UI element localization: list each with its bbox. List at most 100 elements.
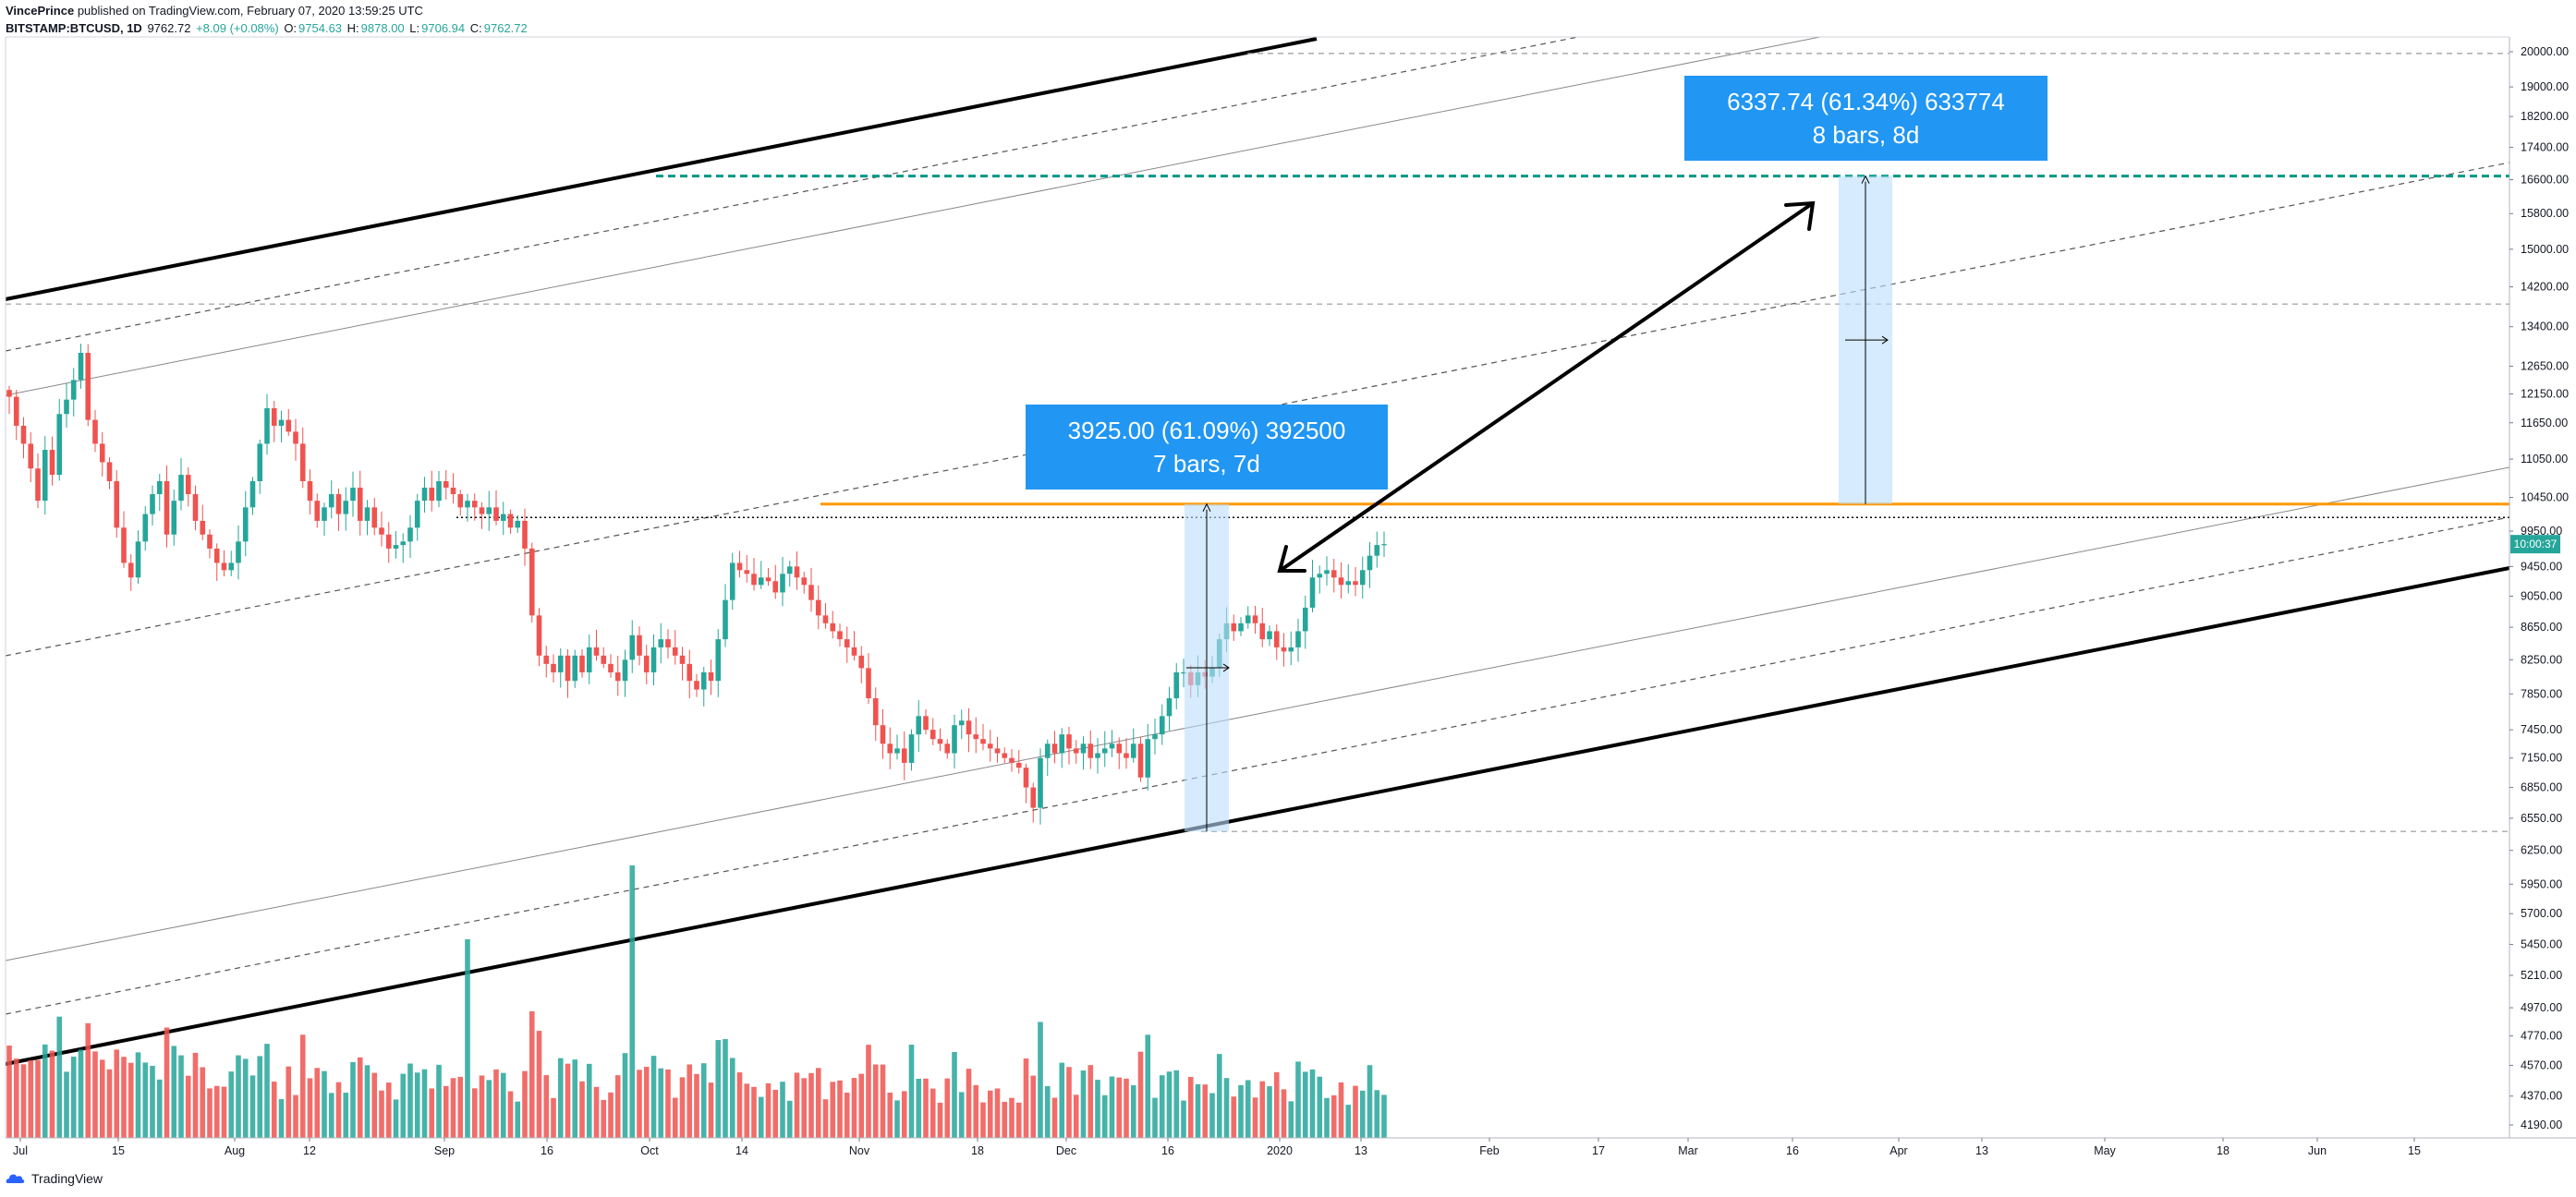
candle-body <box>694 681 699 690</box>
upper-inner-dashed-line <box>5 36 1579 352</box>
x-tick-label: Apr <box>1889 1144 1907 1157</box>
x-tick-label: 12 <box>303 1144 316 1157</box>
volume-bar <box>1281 1089 1287 1138</box>
volume-bar <box>744 1083 750 1138</box>
candle-body <box>614 671 621 682</box>
y-tick-label: 16600.00 <box>2521 174 2569 187</box>
volume-bar <box>952 1052 957 1138</box>
volume-bar <box>443 1085 449 1138</box>
candle-body <box>393 545 399 549</box>
y-tick-label: 11650.00 <box>2521 417 2568 429</box>
volume-bar <box>966 1069 972 1138</box>
y-tick-label: 5700.00 <box>2521 907 2562 920</box>
candle-body <box>837 631 843 640</box>
x-tick-label: Jul <box>13 1144 28 1157</box>
volume-bar <box>786 1100 793 1138</box>
candle-body <box>1309 577 1316 608</box>
volume-bar <box>522 1070 528 1138</box>
price-range-label-box <box>1684 76 2047 161</box>
candle-body <box>944 744 951 754</box>
candle-body <box>679 655 686 664</box>
x-tick-label: 16 <box>541 1144 553 1157</box>
axes: 20000.00 19000.00 18200.00 17400.00 16600.00… <box>5 36 2576 1157</box>
candle-body <box>572 655 578 682</box>
volume-bar <box>1159 1075 1165 1138</box>
volume-bar <box>622 1053 628 1138</box>
candle-body <box>744 570 750 574</box>
tradingview-logo[interactable]: TradingView <box>6 1171 103 1186</box>
candle-body <box>465 501 470 508</box>
candle-body <box>13 396 19 426</box>
volume-bar <box>228 1071 235 1138</box>
volume-bar <box>20 1064 27 1138</box>
candle-body <box>858 655 865 669</box>
y-tick-label: 9450.00 <box>2521 560 2562 573</box>
candle-body <box>1367 555 1373 571</box>
volume-bar <box>650 1056 657 1138</box>
candle-body <box>608 663 614 672</box>
volume-bar <box>1216 1054 1222 1138</box>
candle-body <box>150 494 155 514</box>
volume-bar <box>156 1079 163 1138</box>
candle-body <box>1273 631 1280 647</box>
volume-bar <box>694 1073 699 1138</box>
volume-bar <box>1152 1097 1158 1138</box>
volume-bar <box>142 1062 149 1138</box>
volume-bar <box>1124 1078 1129 1138</box>
volume-bar <box>414 1072 420 1138</box>
upper-channel-line <box>5 37 1318 301</box>
candle-body <box>200 520 206 535</box>
y-tick-label: 4770.00 <box>2521 1030 2562 1043</box>
candle-body <box>307 481 313 502</box>
volume-bar <box>1023 1058 1029 1138</box>
volume-bar <box>70 1057 77 1138</box>
candle-body <box>314 501 321 521</box>
high-label: H: <box>346 21 359 35</box>
volume-bar <box>1059 1062 1065 1138</box>
candle-body <box>830 623 836 632</box>
candle-body <box>171 501 177 535</box>
volume-bar <box>92 1051 98 1138</box>
candle-body <box>966 720 972 735</box>
y-tick-label: 20000.00 <box>2521 45 2569 58</box>
candle-body <box>293 431 298 444</box>
volume-bar <box>830 1082 836 1138</box>
price-range-label-line2: 7 bars, 7d <box>1153 450 1260 478</box>
candle-body <box>56 414 63 476</box>
volume-bar <box>1338 1082 1344 1138</box>
candle-body <box>20 425 27 444</box>
candle-body <box>901 748 907 763</box>
candle-body <box>529 548 535 616</box>
volume-bar <box>357 1057 363 1138</box>
author-name[interactable]: VincePrince <box>6 4 75 18</box>
x-tick-label: 13 <box>1975 1144 1988 1157</box>
candle-body <box>1124 753 1129 758</box>
volume-bar <box>1009 1097 1015 1138</box>
y-tick-label: 9050.00 <box>2521 590 2562 603</box>
volume-bar <box>293 1094 298 1138</box>
volume-bar <box>1381 1094 1387 1138</box>
candle-body <box>515 520 521 528</box>
volume-bar <box>1038 1022 1043 1138</box>
candle-body <box>958 720 965 726</box>
candle-body <box>1059 734 1065 754</box>
volume-bar <box>286 1066 292 1138</box>
annotations: 3925.00 (61.09%) 392500 7 bars, 7d 6337.74… <box>1026 76 2047 832</box>
candle-body <box>385 534 392 549</box>
horizontal-levels <box>6 53 2509 832</box>
volume-bar <box>507 1091 514 1138</box>
open-value: 9754.63 <box>298 21 343 35</box>
volume-bar <box>6 1046 12 1138</box>
volume-bar <box>379 1090 384 1138</box>
volume-bar <box>322 1070 327 1138</box>
candle-body <box>1109 744 1115 749</box>
volume-bar <box>708 1082 714 1138</box>
volume-bars <box>6 865 1387 1138</box>
x-tick-label: Sep <box>434 1144 455 1157</box>
volume-bar <box>1080 1070 1087 1138</box>
volume-bar <box>1181 1100 1186 1138</box>
y-tick-label: 6250.00 <box>2521 844 2562 857</box>
candle-body <box>1023 768 1029 788</box>
volume-bar <box>880 1064 886 1138</box>
